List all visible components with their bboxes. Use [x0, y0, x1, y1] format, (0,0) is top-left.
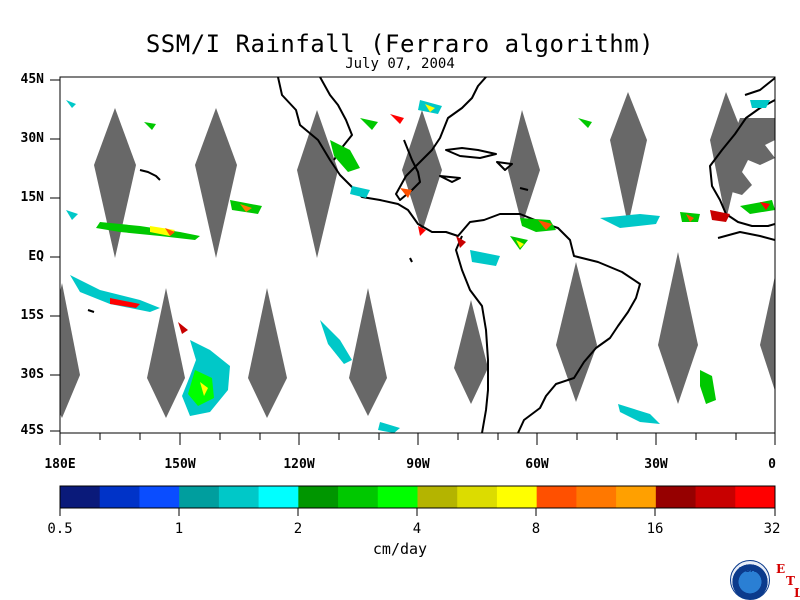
- noaa-logo-icon: NOAA: [730, 560, 770, 600]
- colorbar-swatch: [298, 486, 339, 508]
- colorbar-swatch: [417, 486, 458, 508]
- noaa-logo-text: NOAA: [738, 566, 762, 574]
- etl-letter-t: T: [786, 574, 795, 588]
- colorbar-swatch: [576, 486, 617, 508]
- colorbar-label-32: 32: [763, 521, 781, 537]
- rainfall-pixels: [66, 100, 775, 433]
- colorbar-swatch: [60, 486, 101, 508]
- lat-label-30s: 30S: [20, 367, 44, 382]
- lon-label-90w: 90W: [406, 457, 430, 472]
- colorbar-label-2: 2: [293, 521, 303, 537]
- colorbar-label-4: 4: [412, 521, 422, 537]
- axis-ticks: [50, 79, 776, 445]
- colorbar-label-16: 16: [646, 521, 664, 537]
- no-data-gaps: [60, 92, 775, 418]
- lat-label-45s: 45S: [20, 423, 44, 438]
- colorbar-units: cm/day: [372, 540, 428, 558]
- etl-letter-l: L: [794, 586, 800, 600]
- lat-label-15s: 15S: [20, 308, 44, 323]
- colorbar-swatch: [695, 486, 736, 508]
- etl-letter-e: E: [776, 562, 786, 576]
- colorbar-swatch: [616, 486, 657, 508]
- map-date: July 07, 2004: [345, 56, 455, 72]
- colorbar-swatch: [139, 486, 180, 508]
- colorbar-label-8: 8: [531, 521, 541, 537]
- lon-label-150w: 150W: [164, 457, 196, 472]
- africa-no-data: [718, 118, 775, 195]
- colorbar-label-0-5: 0.5: [47, 521, 73, 537]
- colorbar-swatch: [179, 486, 220, 508]
- colorbar-swatch: [536, 486, 577, 508]
- lon-label-0: 0: [768, 457, 776, 472]
- lat-label-30n: 30N: [20, 131, 44, 146]
- colorbar-swatch: [457, 486, 498, 508]
- colorbar-swatch: [218, 486, 260, 508]
- colorbar-swatch: [377, 486, 418, 508]
- lon-label-30w: 30W: [644, 457, 668, 472]
- colorbar-swatch: [735, 486, 776, 508]
- lon-label-60w: 60W: [525, 457, 549, 472]
- colorbar-swatch: [258, 486, 299, 508]
- lon-label-120w: 120W: [283, 457, 315, 472]
- colorbar-swatch: [655, 486, 697, 508]
- colorbar-swatch: [496, 486, 538, 508]
- lat-label-eq: EQ: [28, 249, 44, 264]
- colorbar-ticks: [59, 508, 776, 516]
- lat-label-15n: 15N: [20, 190, 44, 205]
- colorbar-swatch: [338, 486, 379, 508]
- colorbar-swatch: [99, 486, 140, 508]
- lon-label-180e: 180E: [44, 457, 76, 472]
- map-title: SSM/I Rainfall (Ferraro algorithm): [145, 30, 655, 58]
- lat-label-45n: 45N: [20, 72, 44, 87]
- colorbar-label-1: 1: [174, 521, 184, 537]
- colorbar: [60, 486, 776, 508]
